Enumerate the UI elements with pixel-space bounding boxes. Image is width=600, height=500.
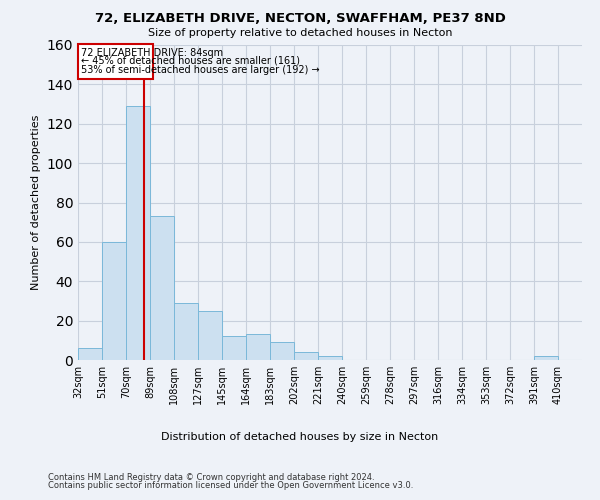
Bar [246, 334, 270, 360]
Bar [126, 106, 150, 360]
Bar [150, 216, 174, 360]
Bar [102, 242, 126, 360]
Text: 72 ELIZABETH DRIVE: 84sqm: 72 ELIZABETH DRIVE: 84sqm [80, 48, 223, 58]
Bar [78, 348, 102, 360]
Bar [318, 356, 342, 360]
Bar [534, 356, 558, 360]
Text: 53% of semi-detached houses are larger (192) →: 53% of semi-detached houses are larger (… [80, 64, 319, 74]
Text: Contains HM Land Registry data © Crown copyright and database right 2024.: Contains HM Land Registry data © Crown c… [48, 472, 374, 482]
Text: Distribution of detached houses by size in Necton: Distribution of detached houses by size … [161, 432, 439, 442]
Bar [270, 342, 294, 360]
Text: ← 45% of detached houses are smaller (161): ← 45% of detached houses are smaller (16… [80, 56, 299, 66]
FancyBboxPatch shape [78, 44, 152, 80]
Bar [294, 352, 318, 360]
Text: 72, ELIZABETH DRIVE, NECTON, SWAFFHAM, PE37 8ND: 72, ELIZABETH DRIVE, NECTON, SWAFFHAM, P… [95, 12, 505, 26]
Y-axis label: Number of detached properties: Number of detached properties [31, 115, 41, 290]
Text: Size of property relative to detached houses in Necton: Size of property relative to detached ho… [148, 28, 452, 38]
Text: Contains public sector information licensed under the Open Government Licence v3: Contains public sector information licen… [48, 481, 413, 490]
Bar [222, 336, 246, 360]
Bar [174, 303, 198, 360]
Bar [198, 311, 222, 360]
